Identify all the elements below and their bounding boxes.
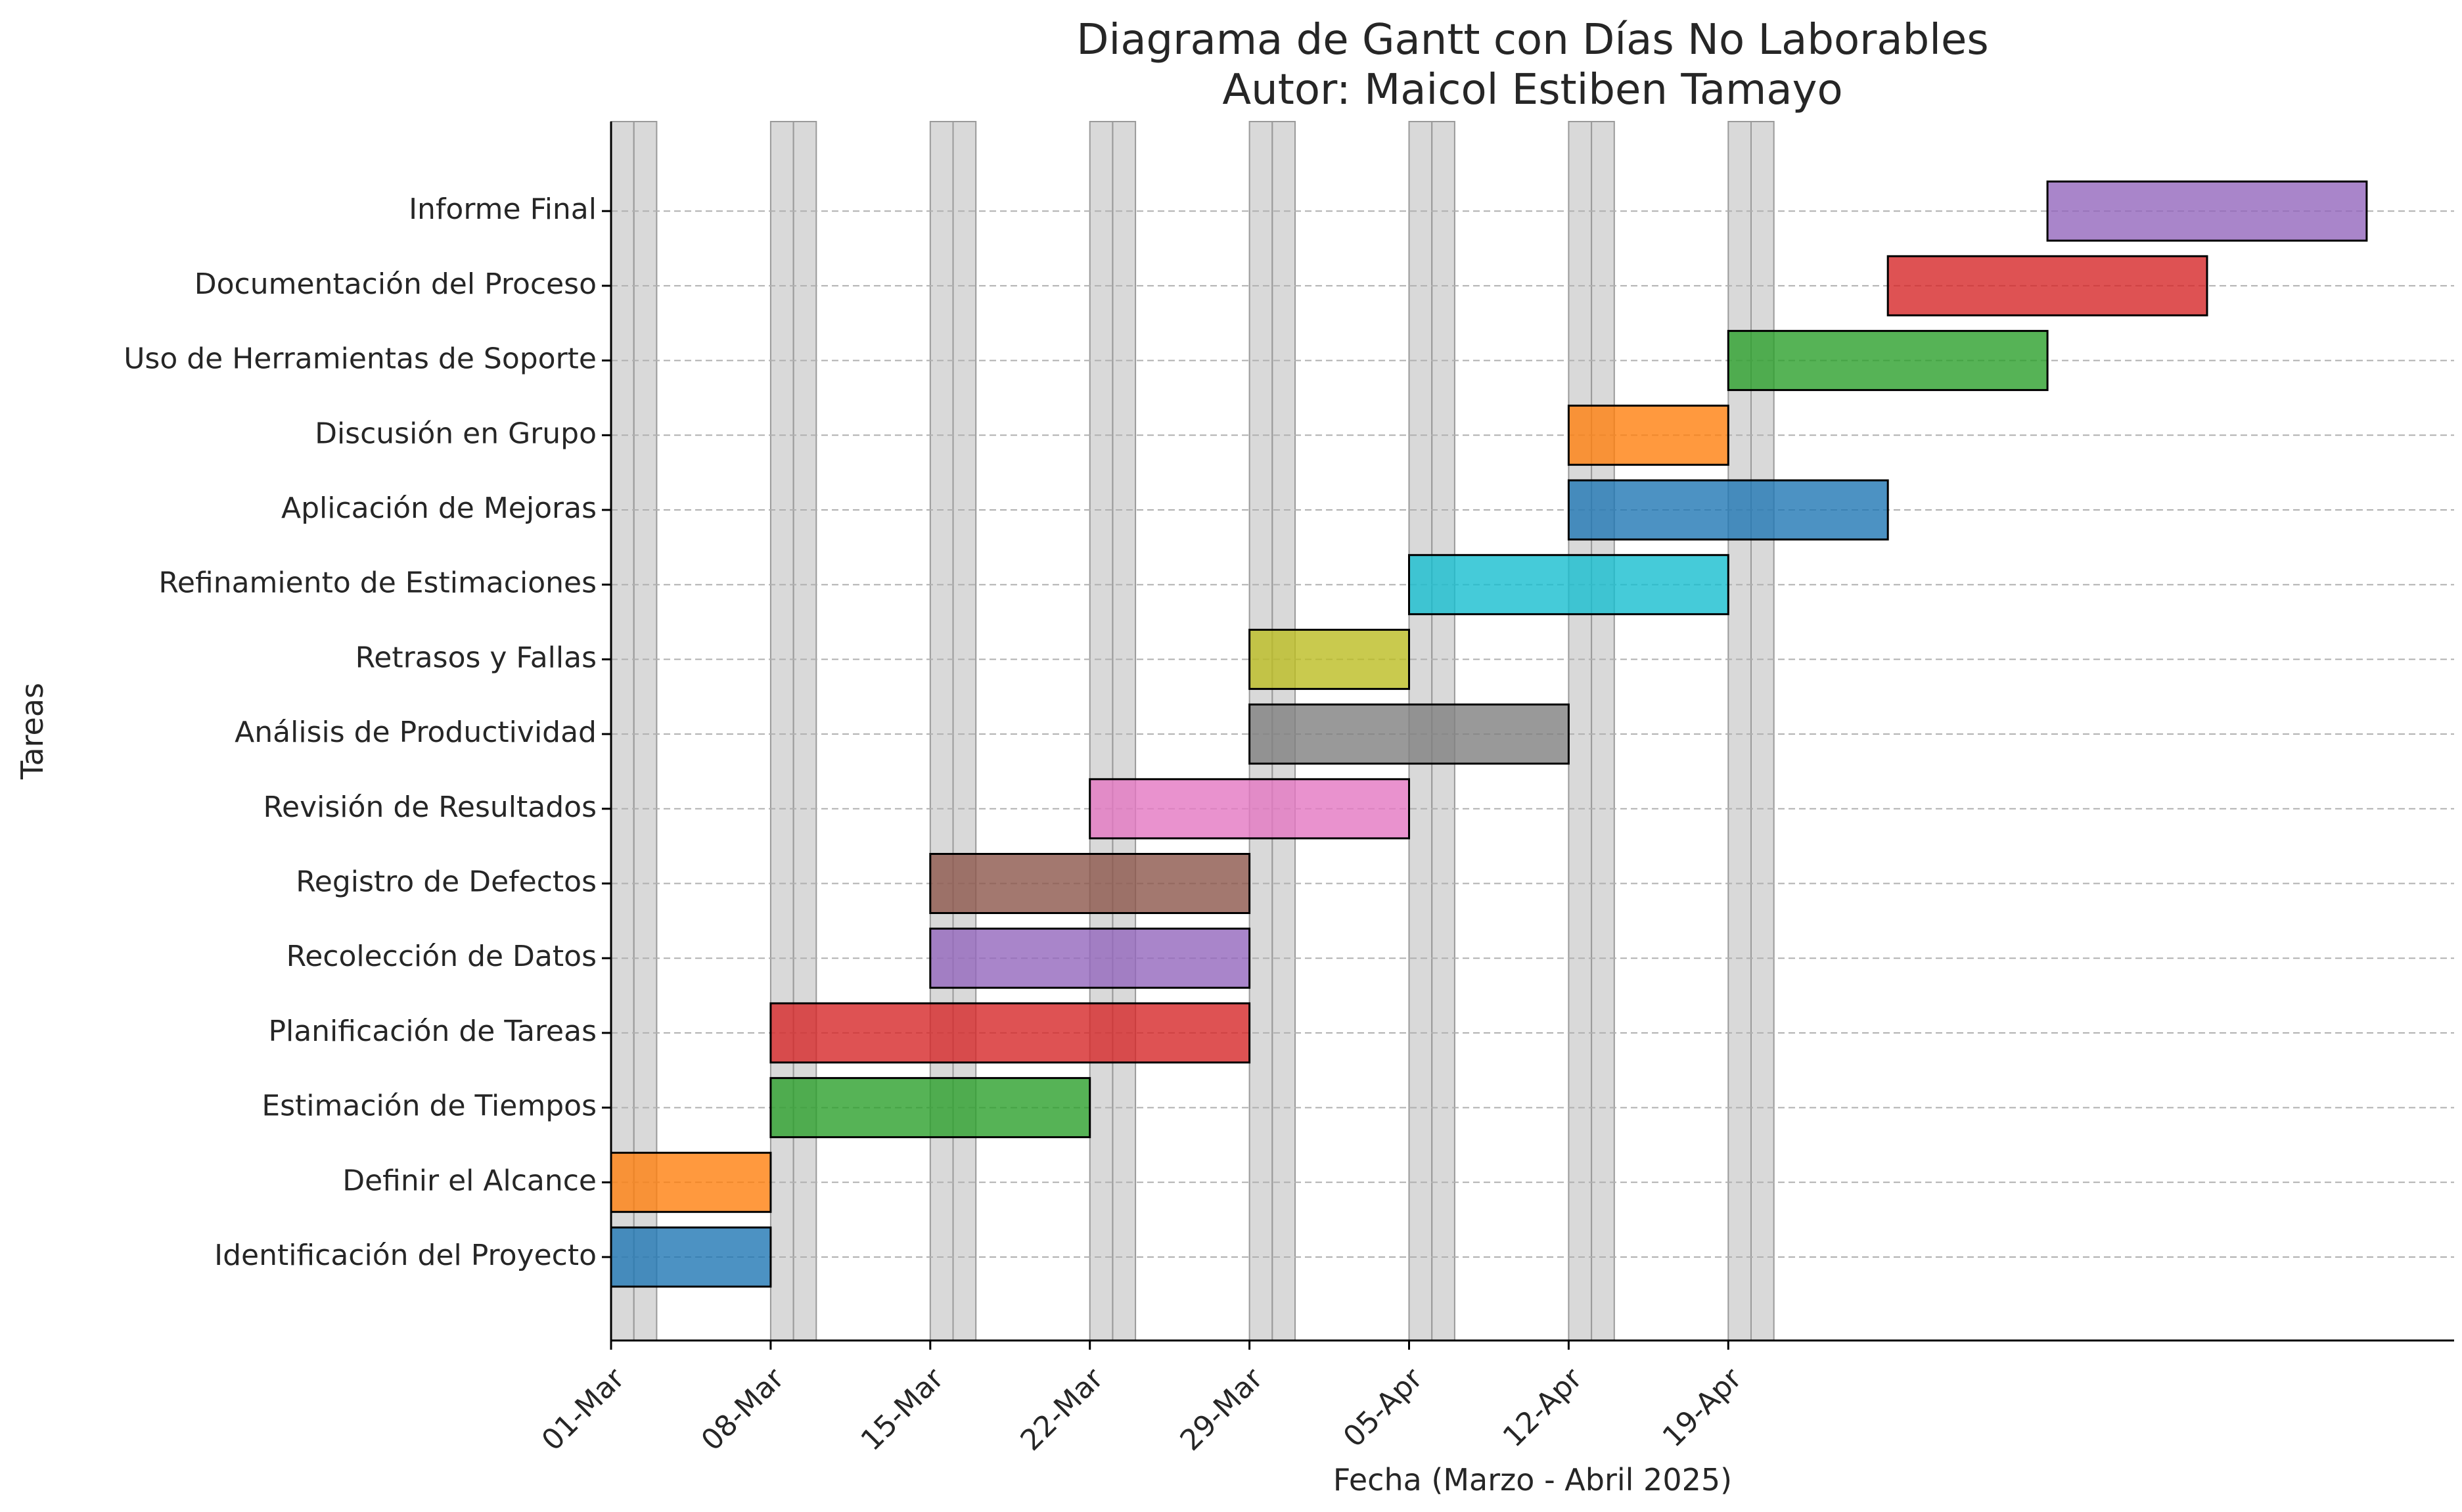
y-tick-label: Planificación de Tareas bbox=[268, 1015, 597, 1048]
y-tick-label: Registro de Defectos bbox=[296, 865, 597, 899]
y-tick-label: Definir el Alcance bbox=[342, 1164, 597, 1197]
task-bar bbox=[1248, 628, 1410, 690]
y-tick-label: Documentación del Proceso bbox=[194, 267, 597, 301]
x-tick-label: 19-Apr bbox=[1656, 1362, 1749, 1454]
non-working-day-band bbox=[1089, 121, 1114, 1341]
task-bar bbox=[1248, 703, 1570, 765]
non-working-day-band bbox=[1750, 121, 1775, 1341]
y-tick-label: Revisión de Resultados bbox=[263, 790, 597, 824]
task-bar bbox=[929, 853, 1251, 914]
task-bar bbox=[1089, 778, 1410, 840]
y-tick-label: Retrasos y Fallas bbox=[355, 641, 597, 674]
x-tick-label: 01-Mar bbox=[536, 1362, 631, 1457]
non-working-day-band bbox=[1727, 121, 1752, 1341]
task-bar bbox=[1567, 479, 1889, 541]
non-working-day-band bbox=[1568, 121, 1593, 1341]
non-working-day-band bbox=[769, 121, 794, 1341]
task-bar bbox=[769, 1077, 1091, 1139]
non-working-day-band bbox=[952, 121, 977, 1341]
y-tick-label: Identificación del Proyecto bbox=[214, 1239, 597, 1272]
x-tick-label: 29-Mar bbox=[1174, 1362, 1269, 1457]
non-working-day-band bbox=[1591, 121, 1615, 1341]
x-tick-label: 08-Mar bbox=[695, 1362, 791, 1457]
grid-layer bbox=[611, 210, 2454, 1258]
task-bar bbox=[1408, 554, 1729, 616]
task-bar bbox=[610, 1151, 772, 1213]
task-bar bbox=[769, 1002, 1251, 1064]
x-tick-label: 15-Mar bbox=[855, 1362, 951, 1457]
y-tick-label: Análisis de Productividad bbox=[235, 716, 597, 749]
x-axis-label: Fecha (Marzo - Abril 2025) bbox=[1333, 1462, 1732, 1498]
non-working-day-band bbox=[792, 121, 817, 1341]
y-axis-label: Tareas bbox=[14, 683, 50, 780]
task-bar bbox=[610, 1226, 772, 1288]
y-tick-label: Informe Final bbox=[409, 193, 597, 226]
y-tick-label: Recolección de Datos bbox=[286, 940, 597, 973]
non-working-day-band bbox=[929, 121, 954, 1341]
x-tick-label: 22-Mar bbox=[1014, 1362, 1110, 1457]
chart-title: Diagrama de Gantt con Días No Laborables bbox=[1076, 16, 1989, 64]
axes-layer bbox=[610, 122, 2454, 1342]
y-tick-label: Aplicación de Mejoras bbox=[281, 492, 597, 525]
y-tick-label: Refinamiento de Estimaciones bbox=[158, 566, 597, 600]
x-tick-label: 12-Apr bbox=[1497, 1362, 1589, 1454]
y-tick-label: Uso de Herramientas de Soporte bbox=[124, 342, 597, 376]
x-tick-label: 05-Apr bbox=[1337, 1362, 1430, 1454]
task-bar bbox=[1567, 404, 1729, 466]
task-bar bbox=[2046, 180, 2368, 242]
task-bar bbox=[1727, 330, 2049, 392]
task-bar bbox=[929, 927, 1251, 989]
y-tick-labels: Identificación del Proyecto Definir el Al… bbox=[124, 193, 611, 1272]
non-working-day-band bbox=[1112, 121, 1137, 1341]
non-working-day-band bbox=[633, 121, 658, 1341]
task-bar bbox=[1886, 255, 2208, 317]
task-bars-layer bbox=[610, 180, 2368, 1288]
y-tick-label: Discusión en Grupo bbox=[315, 417, 597, 450]
non-working-days-layer bbox=[610, 121, 1775, 1341]
y-tick-label: Estimación de Tiempos bbox=[262, 1089, 597, 1123]
x-tick-labels: 01-Mar 08-Mar 15-Mar 22-Mar 29-Mar 05-Apr 12-A… bbox=[536, 1340, 1749, 1457]
chart-subtitle: Autor: Maicol Estiben Tamayo bbox=[1222, 66, 1842, 114]
